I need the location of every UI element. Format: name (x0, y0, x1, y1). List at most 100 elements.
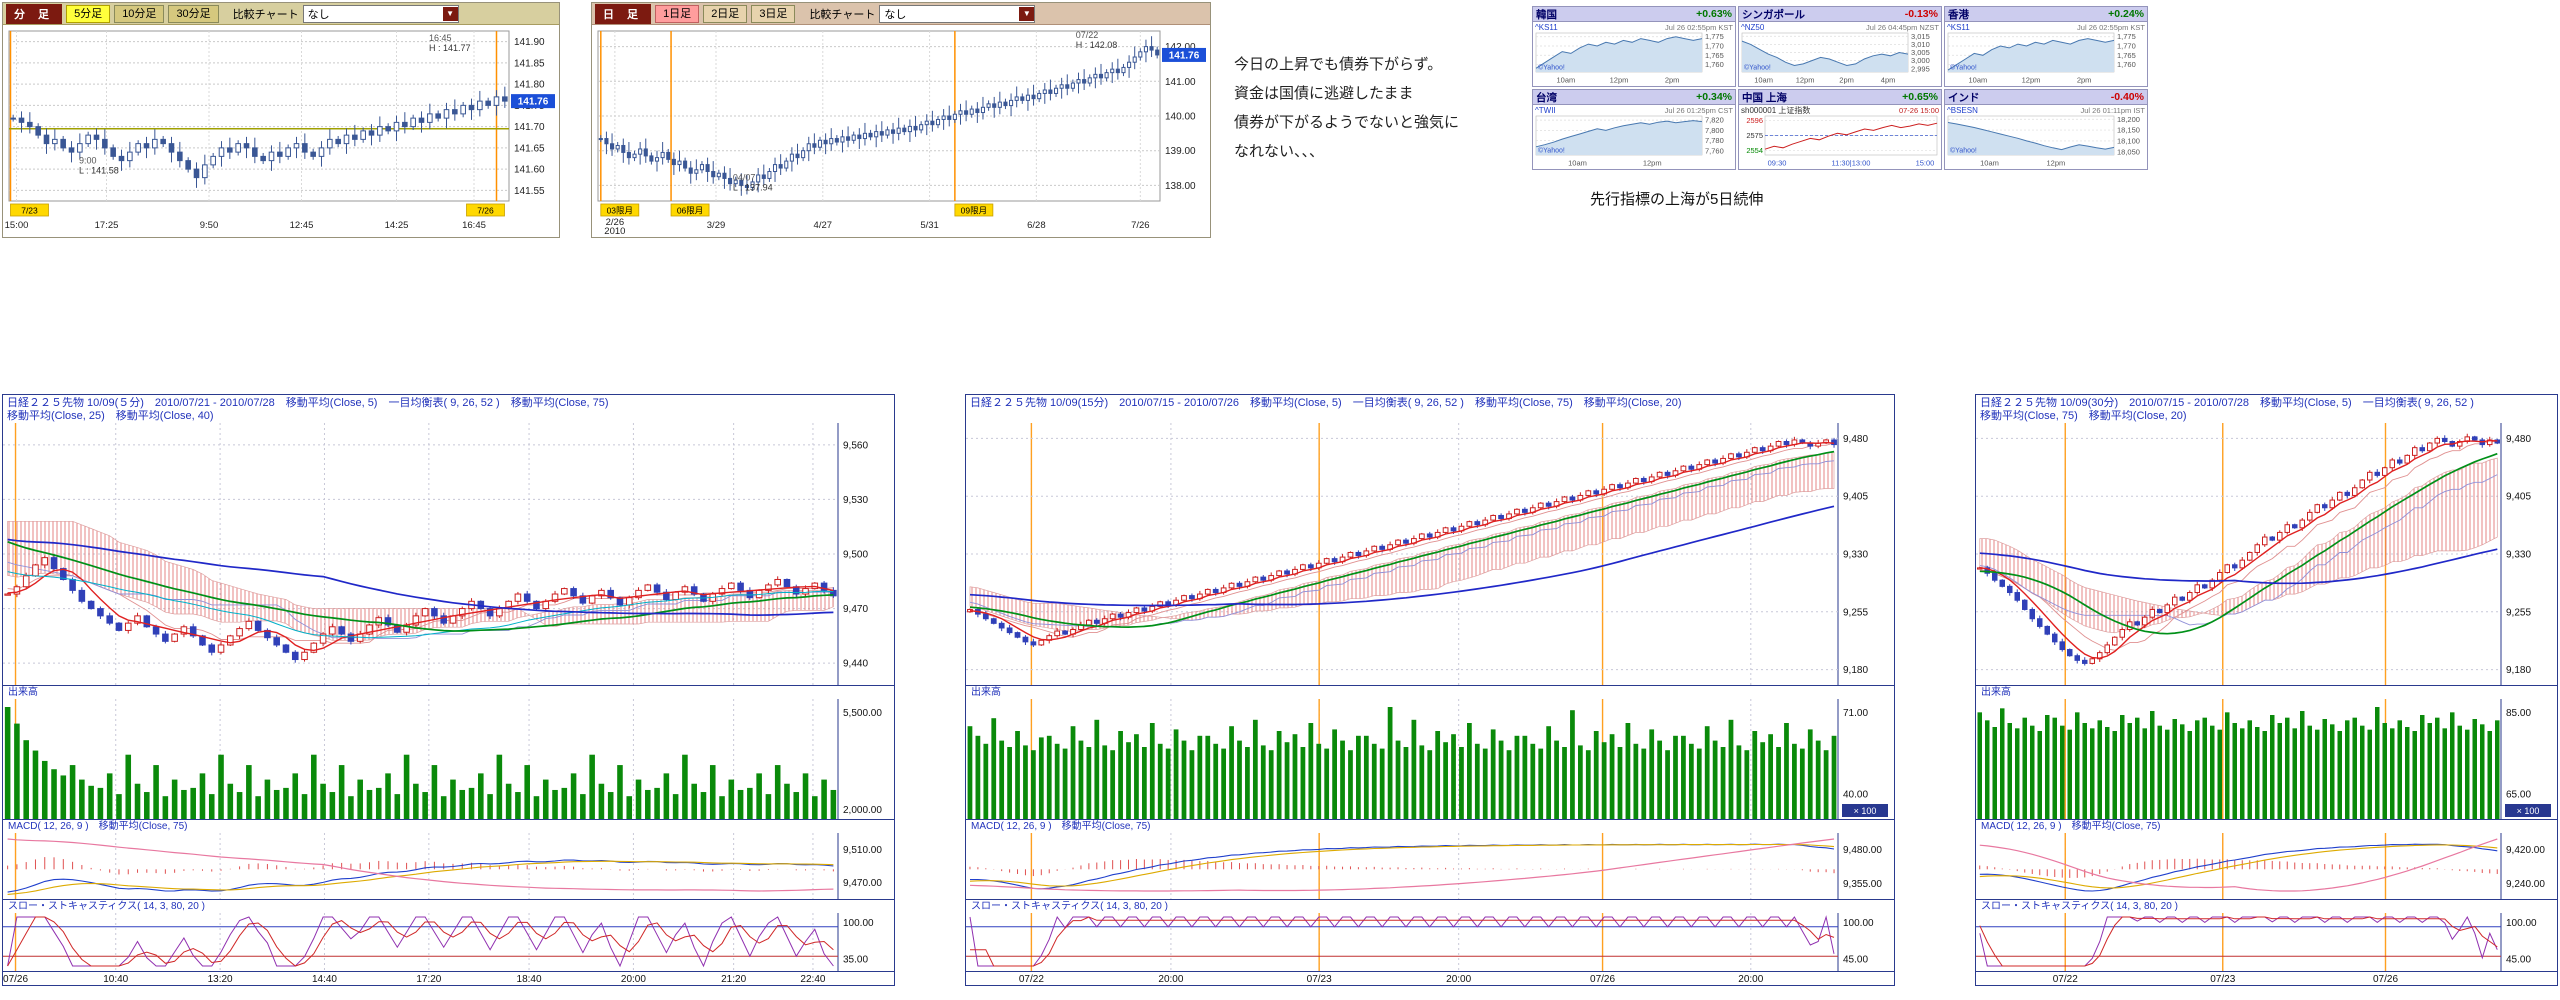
world-markets-caption: 先行指標の上海が5日続伸 (1590, 191, 1764, 208)
svg-text:141.76: 141.76 (1169, 50, 1200, 61)
svg-text:100.00: 100.00 (2506, 918, 2537, 929)
market-name: 韓国 (1536, 8, 1557, 21)
svg-text:9,180: 9,180 (1843, 665, 1868, 676)
svg-text:9,530: 9,530 (843, 495, 868, 506)
svg-text:12pm: 12pm (2047, 159, 2066, 168)
tab-3day[interactable]: 3日足 (751, 4, 796, 23)
market-name: 台湾 (1536, 91, 1557, 104)
svg-text:2/26: 2/26 (606, 217, 625, 228)
svg-text:141.85: 141.85 (514, 58, 545, 69)
svg-text:06限月: 06限月 (677, 206, 703, 216)
dropdown-arrow-icon[interactable]: ▼ (442, 6, 458, 21)
market-tile-header: シンガポール -0.13% (1739, 7, 1941, 22)
tab-10min[interactable]: 10分足 (114, 4, 165, 23)
tab-1day[interactable]: 1日足 (655, 4, 700, 23)
svg-text:9:00: 9:00 (79, 156, 97, 166)
x-axis-label: 20:00 (620, 974, 646, 985)
svg-text:3/29: 3/29 (707, 220, 726, 231)
svg-text:09限月: 09限月 (961, 206, 987, 216)
svg-text:3,015: 3,015 (1911, 32, 1930, 41)
mini-index-chart: ^TWII Jul 26 01:25pm CST7,8207,8007,7807,… (1535, 106, 1733, 168)
daily-chart-toolbar: 日 足 1日足 2日足 3日足 比較チャート なし ▼ (592, 3, 1210, 25)
svg-text:1,760: 1,760 (2117, 60, 2136, 69)
x-axis-label: 07/26 (3, 974, 29, 985)
svg-text:9,255: 9,255 (1843, 607, 1868, 618)
svg-text:65.00: 65.00 (2506, 789, 2531, 800)
svg-text:141.55: 141.55 (514, 186, 545, 197)
svg-text:1,775: 1,775 (1705, 32, 1724, 41)
svg-text:1,770: 1,770 (1705, 42, 1724, 51)
svg-text:07/22: 07/22 (1076, 30, 1099, 40)
svg-text:©Yahoo!: ©Yahoo! (1950, 64, 1977, 72)
svg-text:12pm: 12pm (1796, 76, 1815, 85)
svg-text:138.00: 138.00 (1165, 181, 1196, 192)
svg-text:× 100: × 100 (1854, 806, 1877, 816)
mini-index-chart: ^NZ50 Jul 26 04:45pm NZST3,0153,0103,0053… (1741, 23, 1939, 85)
svg-text:H : 141.77: H : 141.77 (429, 43, 471, 53)
tab-2day[interactable]: 2日足 (703, 4, 748, 23)
svg-text:6/28: 6/28 (1027, 220, 1046, 231)
svg-text:2554: 2554 (1746, 146, 1763, 155)
svg-text:100.00: 100.00 (1843, 918, 1874, 929)
svg-text:9,480: 9,480 (2506, 434, 2531, 445)
svg-text:7,760: 7,760 (1705, 146, 1724, 155)
svg-text:141.76: 141.76 (518, 97, 549, 108)
volume-label: 出来高 (3, 685, 894, 699)
svg-text:71.00: 71.00 (1843, 708, 1868, 719)
svg-text:9,480: 9,480 (1843, 434, 1868, 445)
svg-text:L : 137.94: L : 137.94 (733, 183, 773, 193)
x-axis-label: 21:20 (721, 974, 747, 985)
market-tile: シンガポール -0.13% ^NZ50 Jul 26 04:45pm NZST 3,01… (1738, 6, 1942, 87)
x-axis: 07/26 10:40 13:20 14:40 17:20 18:40 20:00 21:20… (3, 971, 894, 989)
svg-text:©Yahoo!: ©Yahoo! (1950, 147, 1977, 155)
svg-text:4/27: 4/27 (814, 220, 833, 231)
svg-text:1,770: 1,770 (2117, 42, 2136, 51)
svg-text:Jul 26 02:55pm KST: Jul 26 02:55pm KST (1665, 23, 1733, 32)
svg-text:7,800: 7,800 (1705, 126, 1724, 135)
svg-text:9,470.00: 9,470.00 (843, 878, 882, 889)
svg-text:7/26: 7/26 (1131, 220, 1150, 231)
market-change-pct: +0.65% (1902, 91, 1938, 103)
svg-text:9,500: 9,500 (843, 550, 868, 561)
svg-text:1,760: 1,760 (1705, 60, 1724, 69)
chart-title-line2: 移動平均(Close, 75) 移動平均(Close, 20) (1980, 410, 2187, 422)
compare-chart-label: 比較チャート (232, 8, 299, 21)
compare-select[interactable]: なし ▼ (879, 4, 1036, 23)
svg-text:2pm: 2pm (1839, 76, 1854, 85)
svg-text:2pm: 2pm (2077, 76, 2092, 85)
market-tile-header: インド -0.40% (1945, 90, 2147, 105)
tab-5min[interactable]: 5分足 (66, 4, 111, 23)
svg-text:3,010: 3,010 (1911, 40, 1930, 49)
dropdown-arrow-icon[interactable]: ▼ (1019, 6, 1035, 21)
svg-text:03限月: 03限月 (607, 206, 633, 216)
svg-text:^BSESN: ^BSESN (1947, 106, 1978, 115)
svg-text:9,255: 9,255 (2506, 607, 2531, 618)
svg-text:18,150: 18,150 (2117, 126, 2140, 135)
x-axis-label: 07/23 (1306, 974, 1332, 985)
svg-text:18,050: 18,050 (2117, 147, 2140, 156)
x-axis-label: 20:00 (1738, 974, 1764, 985)
x-axis-label: 22:40 (800, 974, 826, 985)
bond-minute-chart-panel: 分 足 5分足 10分足 30分足 比較チャート なし ▼ 141.90 141.… (2, 2, 560, 238)
market-change-pct: +0.63% (1696, 8, 1732, 20)
svg-text:10am: 10am (1968, 76, 1987, 85)
market-tile-header: 台湾 +0.34% (1533, 90, 1735, 105)
x-axis-label: 10:40 (103, 974, 129, 985)
svg-text:9,560: 9,560 (843, 440, 868, 451)
compare-select-value: なし (884, 8, 907, 21)
svg-text:04/07: 04/07 (733, 173, 756, 183)
x-axis-label: 07/22 (2052, 974, 2078, 985)
x-axis-label: 07/26 (2372, 974, 2399, 985)
volume-pane: 85.00 65.00 × 100 (1976, 699, 2557, 819)
market-tile: インド -0.40% ^BSESN Jul 26 01:11pm IST 18,200 1… (1944, 89, 2148, 170)
svg-text:07-26 15:00: 07-26 15:00 (1899, 106, 1939, 115)
svg-text:40.00: 40.00 (1843, 789, 1868, 800)
chart-title-line1: 日経２２５先物 10/09(15分) 2010/07/15 - 2010/07/… (970, 397, 1682, 409)
compare-select[interactable]: なし ▼ (302, 4, 459, 23)
svg-text:45.00: 45.00 (2506, 954, 2531, 965)
svg-text:11:30|13:00: 11:30|13:00 (1832, 159, 1871, 168)
svg-text:Jul 26 04:45pm NZST: Jul 26 04:45pm NZST (1866, 23, 1939, 32)
tab-30min[interactable]: 30分足 (168, 4, 219, 23)
